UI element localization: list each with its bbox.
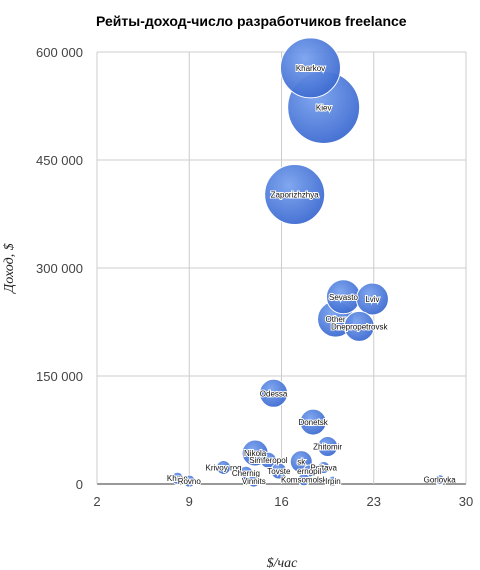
bubbles bbox=[170, 37, 446, 488]
bubble-point bbox=[343, 310, 375, 342]
x-tick-label: 16 bbox=[274, 494, 288, 509]
bubble-label: Tovste bbox=[267, 467, 291, 476]
bubble-label: Lviv bbox=[365, 295, 379, 304]
bubble-point bbox=[355, 282, 389, 316]
bubble-point bbox=[317, 460, 331, 474]
bubble-label: Nikola bbox=[244, 449, 267, 458]
bubble-point bbox=[434, 474, 446, 486]
bubble-point bbox=[327, 475, 339, 487]
bubble-label: Chernig bbox=[232, 469, 260, 478]
bubble-label: Simferopol bbox=[249, 456, 287, 465]
x-tick-label: 9 bbox=[186, 494, 193, 509]
bubble-point bbox=[259, 451, 277, 469]
bubble-label: Zhitomir bbox=[313, 443, 342, 452]
bubble-label: Odessa bbox=[260, 389, 288, 398]
bubble-point bbox=[299, 408, 327, 436]
bubble-label: Poltava bbox=[310, 463, 337, 472]
bubble-point bbox=[182, 474, 196, 488]
bubble-label: Other bbox=[326, 315, 346, 324]
bubble-point bbox=[297, 473, 311, 487]
chart-title: Рейты-доход-число разработчиков freelanc… bbox=[96, 13, 407, 29]
bubble-label: Kiev bbox=[316, 103, 332, 112]
x-axis-title: $/час bbox=[267, 556, 299, 570]
y-tick-label: 300 000 bbox=[36, 261, 83, 276]
bubble-label: Khme bbox=[167, 474, 188, 483]
bubble-label: ernopil bbox=[297, 467, 321, 476]
bubble-point bbox=[247, 474, 261, 488]
y-tick-label: 150 000 bbox=[36, 369, 83, 384]
y-axis-title: Доход, $ bbox=[2, 243, 17, 294]
bubble-label: sk bbox=[297, 458, 306, 467]
bubble-label: Donetsk bbox=[298, 418, 328, 427]
x-tick-label: 30 bbox=[459, 494, 473, 509]
tick-labels: 0 150 000 300 000 450 000 600 000 2 9 16 23 30 bbox=[36, 45, 473, 509]
bubble-label: Komsomolsk bbox=[281, 476, 328, 485]
bubble-point bbox=[270, 462, 288, 480]
bubble-point bbox=[259, 378, 289, 408]
bubble-point bbox=[279, 37, 341, 99]
bubble-label: Dnepropetrovsk bbox=[331, 322, 388, 331]
bubble-point bbox=[317, 436, 339, 458]
y-tick-label: 0 bbox=[76, 477, 83, 492]
bubble-label: Sevasto bbox=[329, 293, 358, 302]
bubble-point bbox=[216, 459, 232, 475]
bubble-point bbox=[170, 471, 184, 485]
bubble-label: Vinnits bbox=[242, 477, 266, 486]
gridlines bbox=[96, 51, 467, 485]
y-tick-label: 450 000 bbox=[36, 153, 83, 168]
bubble-label: Zaporizhzhya bbox=[271, 191, 320, 200]
bubble-label: Kharkov bbox=[296, 64, 325, 73]
bubble-label: Gorlovka bbox=[424, 476, 457, 485]
x-tick-label: 23 bbox=[367, 494, 381, 509]
bubble-point bbox=[264, 164, 326, 226]
x-tick-label: 2 bbox=[93, 494, 100, 509]
bubble-label: Rovno bbox=[178, 477, 202, 486]
y-tick-label: 600 000 bbox=[36, 45, 83, 60]
bubble-label: Krivoy rog bbox=[206, 463, 242, 472]
bubble-label: Irpin bbox=[325, 477, 341, 486]
